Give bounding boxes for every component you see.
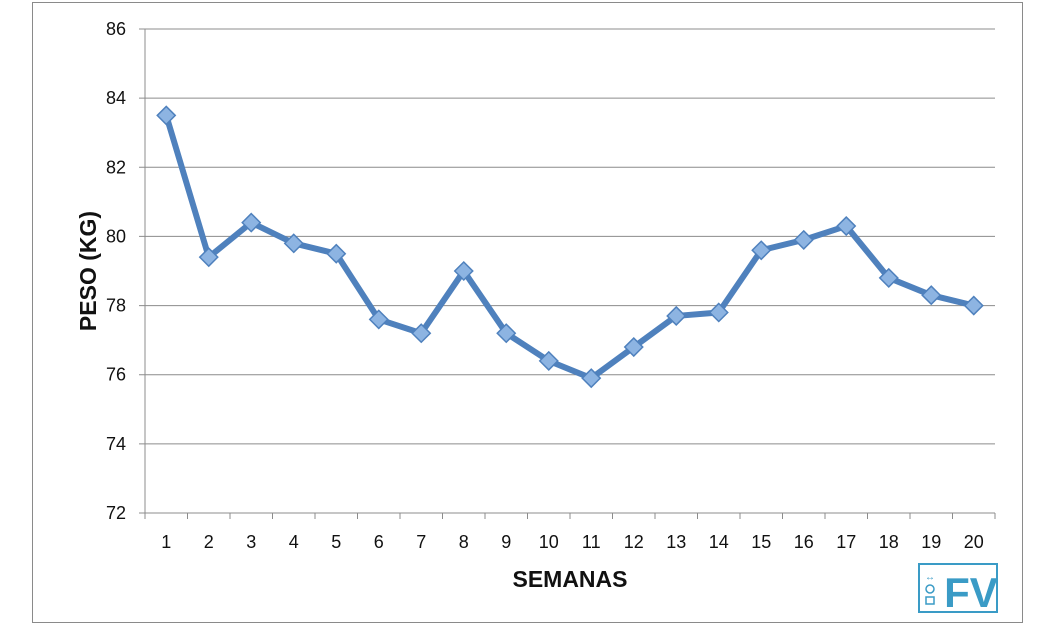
x-tick-label: 7 [416, 532, 426, 552]
y-tick-label: 84 [106, 88, 126, 108]
data-point-marker [411, 323, 432, 344]
y-tick-label: 76 [106, 365, 126, 385]
x-tick-label: 12 [624, 532, 644, 552]
y-tick-label: 82 [106, 157, 126, 177]
data-point-marker [708, 302, 729, 323]
fv-logo: ↔ FV [918, 563, 998, 616]
data-point-marker [878, 267, 899, 288]
y-tick-label: 74 [106, 434, 126, 454]
data-point-marker [921, 285, 942, 306]
x-tick-label: 1 [161, 532, 171, 552]
x-tick-label: 8 [459, 532, 469, 552]
y-tick-label: 72 [106, 503, 126, 523]
data-point-marker [496, 323, 517, 344]
data-point-marker [963, 295, 984, 316]
x-tick-label: 6 [374, 532, 384, 552]
data-point-marker [538, 350, 559, 371]
scale-icon [925, 596, 935, 605]
data-point-marker [198, 247, 219, 268]
data-point-marker [751, 240, 772, 261]
x-tick-label: 16 [794, 532, 814, 552]
logo-text: FV [944, 569, 998, 616]
y-tick-label: 78 [106, 296, 126, 316]
x-tick-label: 10 [539, 532, 559, 552]
data-point-marker [581, 368, 602, 389]
x-tick-label: 20 [964, 532, 984, 552]
x-tick-label: 17 [836, 532, 856, 552]
data-point-marker [836, 215, 857, 237]
globe-icon [925, 584, 935, 594]
x-tick-label: 2 [204, 532, 214, 552]
dumbbell-icon: ↔ [925, 572, 935, 583]
data-point-marker [666, 305, 687, 327]
x-tick-label: 9 [501, 532, 511, 552]
y-tick-label: 80 [106, 226, 126, 246]
data-point-marker [283, 233, 304, 254]
x-tick-label: 5 [331, 532, 341, 552]
data-point-marker [241, 212, 262, 233]
chart-frame [32, 2, 1023, 623]
x-tick-label: 4 [289, 532, 299, 552]
y-axis-title: PESO (KG) [75, 211, 101, 331]
data-point-marker [453, 260, 474, 282]
x-tick-label: 19 [921, 532, 941, 552]
y-tick-label: 86 [106, 19, 126, 39]
x-axis-title: SEMANAS [512, 566, 627, 592]
data-point-marker [623, 336, 644, 358]
x-tick-label: 3 [246, 532, 256, 552]
data-point-marker [326, 243, 347, 264]
x-tick-label: 15 [751, 532, 771, 552]
data-point-marker [156, 105, 177, 126]
x-tick-label: 13 [666, 532, 686, 552]
x-tick-label: 11 [582, 532, 601, 552]
x-tick-label: 18 [879, 532, 899, 552]
data-point-marker [793, 229, 814, 250]
x-tick-label: 14 [709, 532, 729, 552]
data-point-marker [368, 309, 389, 330]
